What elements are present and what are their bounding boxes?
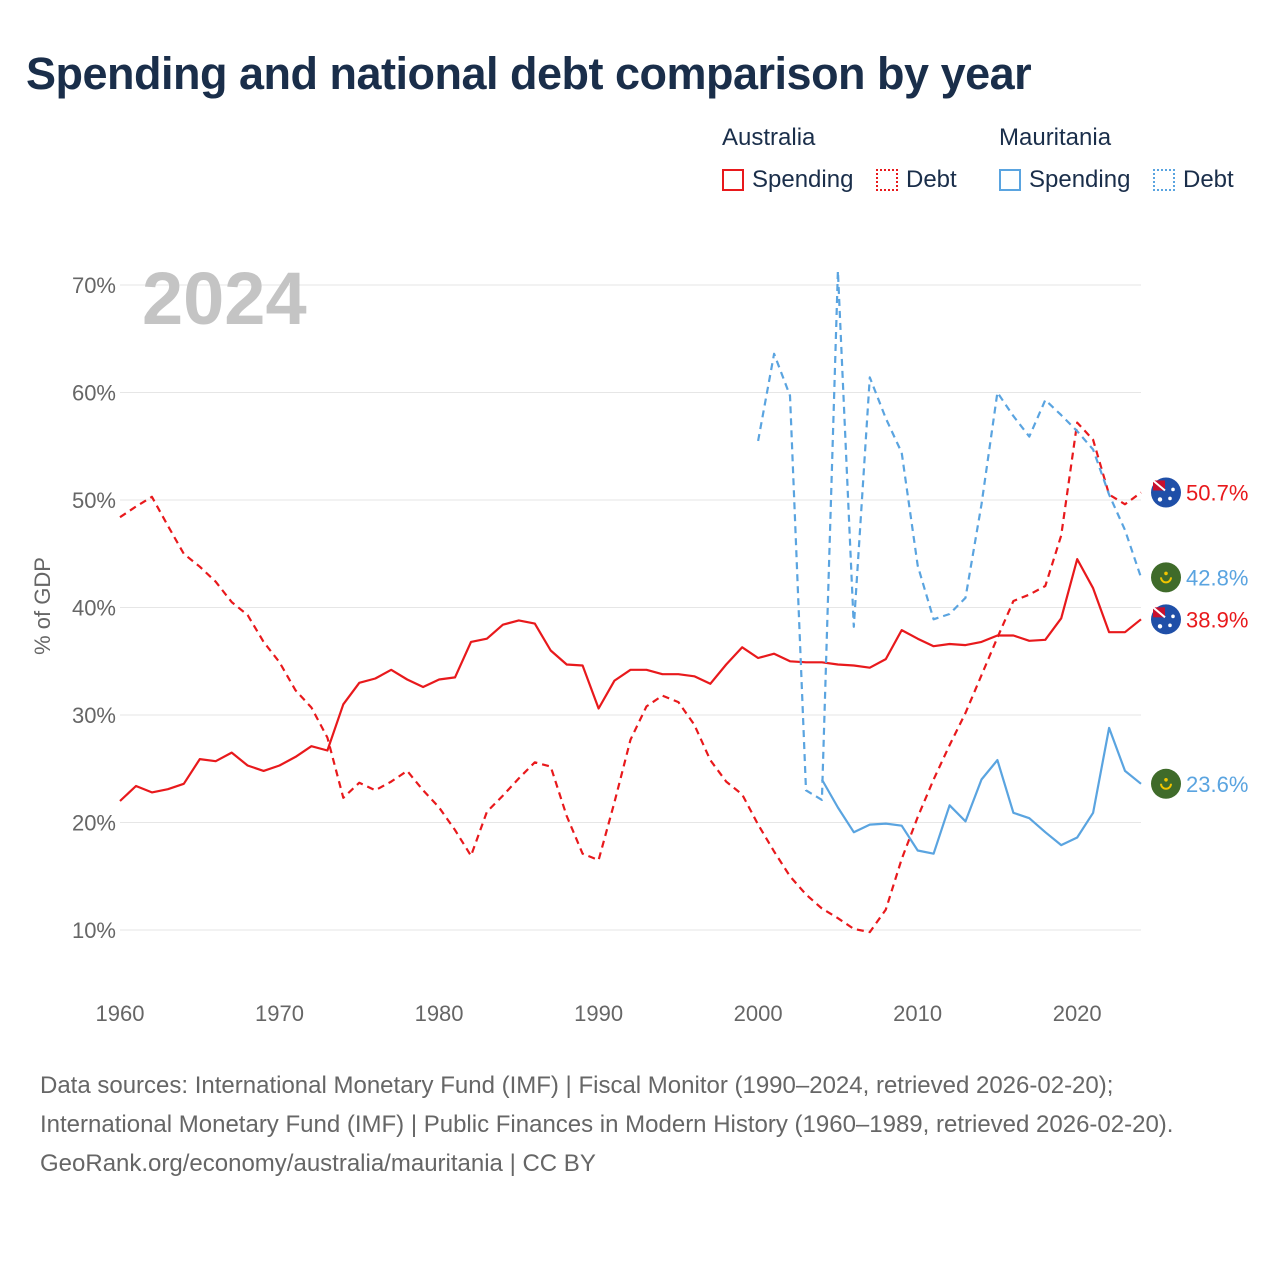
end-value-label: 38.9%	[1186, 607, 1248, 632]
end-marker-australia-debt: 50.7%	[1151, 477, 1248, 508]
flag-star	[1157, 624, 1163, 629]
flag-star	[1157, 497, 1163, 502]
crescent-mark	[1160, 783, 1172, 790]
x-tick-label: 1980	[415, 1001, 464, 1026]
x-tick-label: 2000	[734, 1001, 783, 1026]
y-tick-label: 50%	[72, 488, 116, 513]
credit-link[interactable]: GeoRank.org/economy/australia/mauritania…	[40, 1150, 596, 1177]
legend-australia-debt[interactable]: Debt	[876, 166, 957, 194]
series	[119, 269, 1143, 934]
y-tick-label: 30%	[72, 703, 116, 728]
y-tick-label: 40%	[72, 596, 116, 621]
end-value-label: 50.7%	[1186, 480, 1248, 505]
y-tick-label: 10%	[72, 918, 116, 943]
flag-star	[1171, 614, 1175, 619]
mauritania-flag-icon	[1151, 562, 1181, 593]
series-line-australia-debt	[119, 421, 1142, 934]
x-tick-label: 1960	[96, 1001, 145, 1026]
series-line-mauritania-debt	[757, 269, 1143, 802]
y-tick-label: 20%	[72, 811, 116, 836]
legend-australia-spending[interactable]: Spending	[722, 166, 853, 194]
year-watermark: 2024	[142, 257, 307, 340]
x-tick-label: 1970	[255, 1001, 304, 1026]
series-line-mauritania-spending	[820, 726, 1142, 855]
footer: Data sources: International Monetary Fun…	[40, 1066, 1240, 1183]
mauritania-flag-icon	[1151, 768, 1181, 799]
legend-swatch-dotted-blue	[1153, 169, 1175, 191]
end-marker-mauritania-debt: 42.8%	[1151, 562, 1248, 593]
y-axis: 10% 20% 30% 40% 50% 60% 70%	[72, 273, 116, 943]
legend-mauritania-debt[interactable]: Debt	[1153, 166, 1234, 194]
crescent-mark	[1160, 577, 1172, 584]
x-axis: 1960 1970 1980 1990 2000 2010 2020	[96, 1001, 1102, 1026]
end-marker-australia-spending: 38.9%	[1151, 604, 1248, 635]
end-markers: 38.9% 50.7% 23.6% 42.8%	[1151, 477, 1248, 799]
flag-star	[1168, 496, 1172, 501]
legend-group-australia: Australia	[722, 124, 816, 151]
flag-star	[1164, 571, 1168, 576]
x-tick-label: 1990	[574, 1001, 623, 1026]
legend-swatch-solid-blue	[999, 169, 1021, 191]
y-tick-label: 60%	[72, 381, 116, 406]
chart-title: Spending and national debt comparison by…	[26, 48, 1032, 99]
flag-stripe	[1152, 606, 1166, 619]
legend-swatch-dotted-red	[876, 169, 898, 191]
y-axis-label: % of GDP	[30, 557, 55, 655]
legend-swatch-solid-red	[722, 169, 744, 191]
flag-star	[1171, 487, 1175, 492]
flag-stripe	[1152, 479, 1166, 492]
end-marker-mauritania-spending: 23.6%	[1151, 768, 1248, 799]
x-tick-label: 2020	[1053, 1001, 1102, 1026]
grid	[120, 284, 1141, 931]
legend-group-mauritania: Mauritania	[999, 124, 1112, 151]
end-value-label: 23.6%	[1186, 772, 1248, 797]
data-sources: Data sources: International Monetary Fun…	[40, 1072, 1174, 1138]
end-value-label: 42.8%	[1186, 565, 1248, 590]
series-line-australia-spending	[119, 557, 1142, 802]
flag-star	[1164, 778, 1168, 782]
flag-star	[1168, 623, 1172, 628]
x-tick-label: 2010	[893, 1001, 942, 1026]
legend-mauritania-spending[interactable]: Spending	[999, 166, 1130, 194]
line-chart: 2024 10%20%30%40%50%60%70% 1960 1970 1980 1…	[30, 257, 1248, 1026]
y-tick-label: 70%	[72, 273, 116, 298]
